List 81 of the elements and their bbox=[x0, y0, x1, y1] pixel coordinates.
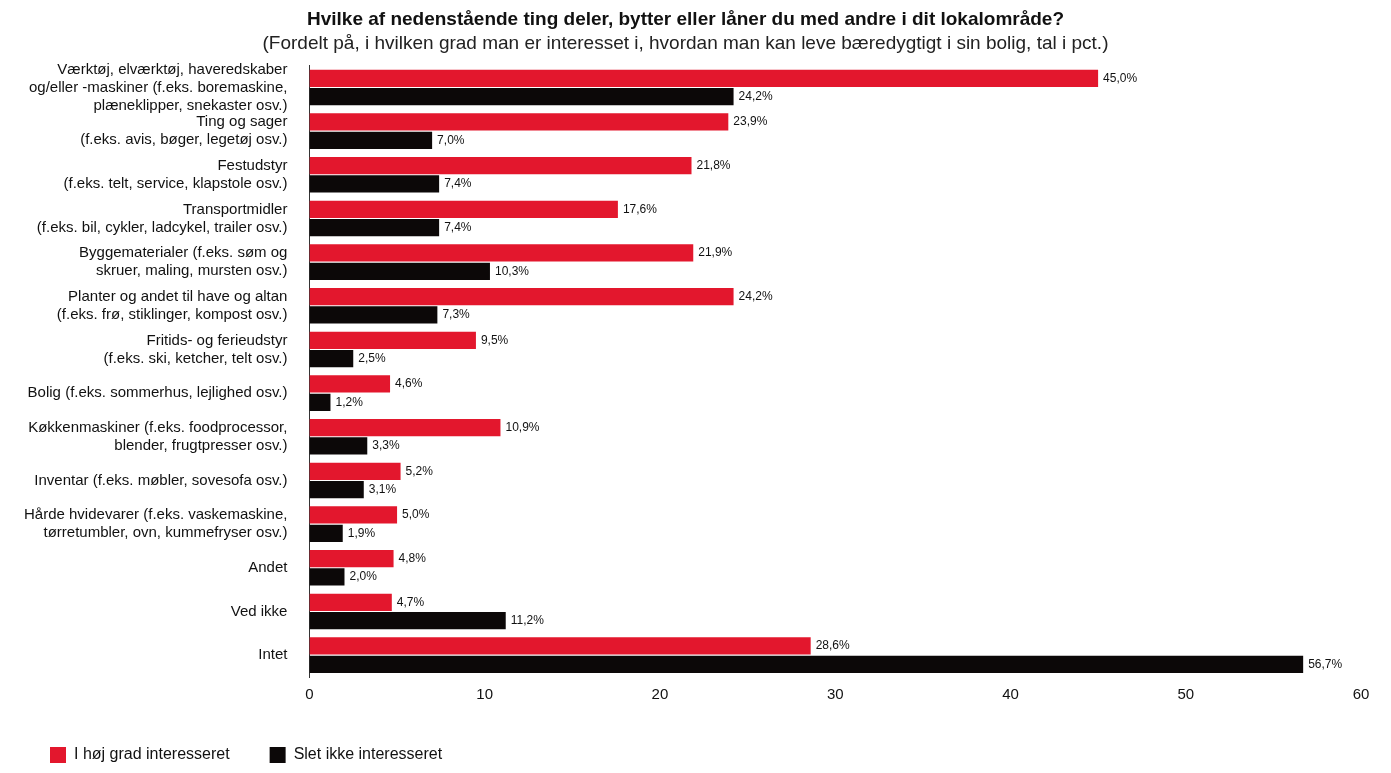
data-label: 7,4% bbox=[444, 219, 472, 234]
bar bbox=[309, 288, 734, 306]
bar bbox=[309, 69, 1099, 87]
bar bbox=[309, 375, 391, 393]
bar bbox=[309, 113, 729, 131]
y-tick-label: Ting og sager (f.eks. avis, bøger, legetøj osv.) bbox=[80, 112, 288, 148]
data-label: 2,0% bbox=[349, 569, 378, 584]
y-tick-label: Byggematerialer (f.eks. søm og skruer, maling, mursten osv.) bbox=[79, 243, 288, 279]
data-label: 4,7% bbox=[396, 594, 425, 609]
y-tick-label: Inventar (f.eks. møbler, sovesofa osv.) bbox=[34, 470, 288, 488]
data-label: 1,2% bbox=[335, 394, 364, 409]
bar bbox=[309, 219, 440, 237]
bar bbox=[309, 462, 401, 480]
y-tick-label: Køkkenmaskiner (f.eks. foodprocessor, blender, frugtpresser osv.) bbox=[28, 417, 288, 453]
x-tick-label: 30 bbox=[826, 685, 844, 703]
data-label: 1,9% bbox=[347, 525, 376, 540]
y-tick-label: Andet bbox=[248, 557, 289, 575]
bar bbox=[309, 156, 692, 175]
y-tick-label: Festudstyr (f.eks. telt, service, klapstole osv.) bbox=[63, 155, 288, 191]
y-tick-label: Bolig (f.eks. sommerhus, lejlighed osv.) bbox=[27, 383, 288, 401]
data-label: 3,3% bbox=[372, 438, 400, 453]
bar bbox=[309, 306, 438, 324]
bar bbox=[309, 331, 476, 349]
data-label: 9,5% bbox=[480, 332, 509, 347]
bar bbox=[309, 612, 506, 630]
data-label: 17,6% bbox=[622, 201, 658, 216]
y-tick-label: Intet bbox=[258, 645, 289, 663]
data-label: 10,3% bbox=[494, 263, 530, 278]
bar bbox=[309, 244, 694, 262]
data-label: 5,0% bbox=[402, 507, 430, 522]
bar bbox=[309, 655, 1304, 673]
chart-subtitle: (Fordelt på, i hvilken grad man er interesset i, hvordan man kan leve bæredygtigt i sin bolig, tal i pct.) bbox=[262, 32, 1109, 54]
bar bbox=[309, 262, 490, 280]
legend-label: I høj grad interesseret bbox=[74, 745, 231, 763]
data-label: 3,1% bbox=[368, 481, 397, 496]
data-label: 21,9% bbox=[698, 245, 733, 260]
data-label: 28,6% bbox=[815, 638, 851, 653]
data-label: 24,2% bbox=[738, 288, 773, 303]
bar bbox=[309, 131, 433, 149]
y-tick-label: Hårde hvidevarer (f.eks. vaskemaskine, tørretumbler, ovn, kummefryser osv.) bbox=[24, 505, 288, 541]
bar bbox=[309, 200, 618, 218]
y-tick-label: Ved ikke bbox=[230, 601, 288, 619]
bar bbox=[309, 437, 368, 455]
y-tick-label: Transportmidler (f.eks. bil, cykler, ladcykel, trailer osv.) bbox=[36, 199, 288, 235]
y-tick-label: Værktøj, elværktøj, haveredskaber og/eller -maskiner (f.eks. boremaskine, plæneklipper, snekaster osv.) bbox=[29, 59, 288, 113]
legend-label: Slet ikke interesseret bbox=[293, 745, 443, 763]
data-label: 5,2% bbox=[405, 463, 434, 478]
data-label: 56,7% bbox=[1308, 656, 1343, 671]
data-label: 23,9% bbox=[733, 114, 768, 129]
bar bbox=[309, 175, 440, 193]
bar bbox=[309, 637, 811, 655]
bar bbox=[309, 550, 394, 568]
data-label: 4,6% bbox=[395, 376, 423, 391]
x-tick-label: 0 bbox=[305, 685, 314, 703]
data-label: 7,0% bbox=[437, 132, 465, 147]
chart-title: Hvilke af nedenstående ting deler, bytter eller låner du med andre i dit lokalområde? bbox=[306, 7, 1065, 29]
data-label: 21,8% bbox=[696, 157, 731, 172]
bar bbox=[309, 393, 331, 411]
bar bbox=[309, 87, 734, 106]
data-label: 10,9% bbox=[505, 419, 540, 434]
bar bbox=[309, 350, 354, 368]
data-label: 4,8% bbox=[398, 550, 427, 565]
x-tick-label: 20 bbox=[651, 685, 669, 703]
x-tick-label: 10 bbox=[476, 685, 494, 703]
y-tick-label: Planter og andet til have og altan (f.eks. frø, stiklinger, kompost osv.) bbox=[56, 286, 288, 322]
bar bbox=[309, 593, 392, 611]
x-tick-label: 40 bbox=[1002, 685, 1019, 703]
data-label: 11,2% bbox=[510, 612, 545, 627]
data-label: 7,4% bbox=[444, 176, 472, 191]
bar bbox=[309, 568, 345, 586]
bar bbox=[309, 506, 398, 524]
x-tick-label: 60 bbox=[1352, 685, 1370, 703]
bar bbox=[309, 419, 501, 437]
data-label: 2,5% bbox=[358, 350, 386, 365]
y-tick-label: Fritids- og ferieudstyr (f.eks. ski, ketcher, telt osv.) bbox=[103, 330, 288, 366]
data-label: 24,2% bbox=[738, 88, 773, 103]
data-label: 7,3% bbox=[442, 307, 471, 322]
bar bbox=[309, 524, 343, 542]
data-label: 45,0% bbox=[1103, 70, 1138, 85]
x-tick-label: 50 bbox=[1177, 685, 1195, 703]
bar bbox=[309, 481, 364, 499]
